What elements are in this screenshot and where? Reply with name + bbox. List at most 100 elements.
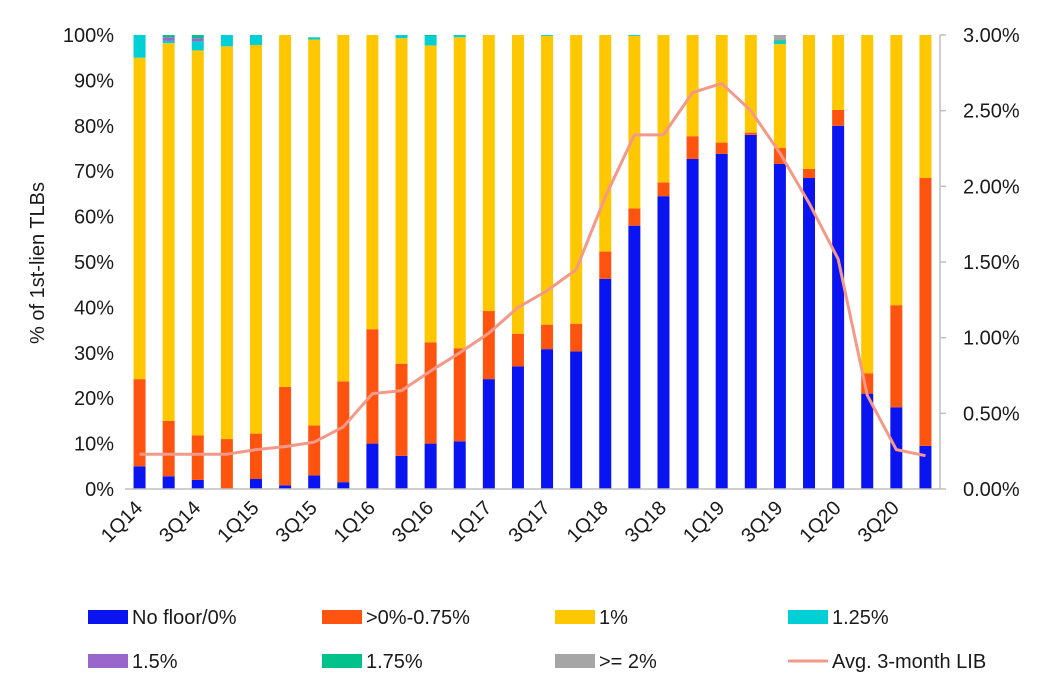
bar-segment-4Q16-s0 [453, 441, 466, 489]
legend-swatch-2 [555, 654, 595, 668]
legend-label-2: >= 2% [599, 651, 657, 673]
bar-segment-1Q14-s0 [133, 466, 146, 489]
legend-swatch-1-25 [788, 610, 828, 624]
y-axis-ticks: 0% 10% 20% 30% 40% 50% 60% 70% 80% 90% 100% [63, 25, 114, 501]
bar-segment-1Q19-s2 [715, 35, 728, 143]
bar-segment-2Q17-s2 [511, 35, 524, 334]
bar-segment-2Q14-s4 [162, 37, 175, 41]
y-tick-label: 20% [74, 388, 114, 410]
bar-segment-2Q15-s0 [279, 485, 292, 489]
bar-segment-1Q14-s3 [133, 35, 146, 58]
bar-segment-2Q17-s0 [511, 366, 524, 489]
x-tick-label: 3Q19 [737, 497, 787, 547]
bar-segment-1Q16-s1 [366, 329, 379, 444]
legend-label-1: 1% [599, 607, 628, 629]
bar-segment-3Q18-s1 [657, 182, 670, 197]
legend-swatch-1-75 [322, 654, 362, 668]
bar-segment-3Q18-s2 [657, 35, 670, 183]
legend: No floor/0% >0%-0.75% 1% 1.25% 1.5% 1.75% >= 2… [88, 607, 986, 673]
bar-segment-1Q14-s1 [133, 379, 146, 467]
bar-segment-3Q16-s2 [424, 45, 437, 343]
bar-segment-3Q14-s3 [191, 41, 204, 51]
bar-segment-3Q14-s1 [191, 435, 204, 480]
legend-label-0-0-75: >0%-0.75% [366, 607, 470, 629]
bar-segment-4Q18-s1 [686, 136, 699, 159]
bar-segment-2Q16-s3 [395, 35, 408, 39]
legend-swatch-0-0-75 [322, 610, 362, 624]
x-axis-ticks: 1Q14 3Q14 1Q15 3Q15 1Q16 3Q16 1Q17 3Q17 1Q18 3Q18… [97, 497, 904, 547]
bar-segment-3Q17-s1 [541, 324, 554, 350]
bar-segment-3Q19-s5 [773, 40, 786, 42]
bar-segment-3Q14-s5 [191, 35, 204, 39]
bar-segment-1Q15-s0 [249, 479, 262, 489]
y-tick-label: 40% [74, 297, 114, 319]
bar-segment-1Q18-s0 [599, 278, 612, 489]
bar-segment-2Q14-s5 [162, 35, 175, 38]
bar-segment-1Q16-s0 [366, 443, 379, 489]
series-line-avg-3-month-lib [139, 81, 926, 458]
legend-swatch-1-5 [88, 654, 128, 668]
bar-segment-3Q14-s2 [191, 50, 204, 436]
bar-segment-1Q20-s1 [832, 109, 845, 126]
y-tick-label: 10% [74, 434, 114, 456]
bar-segment-3Q17-s0 [541, 349, 554, 489]
bar-segment-2Q14-s1 [162, 420, 175, 477]
bars-layer [133, 35, 932, 490]
x-tick-label: 1Q18 [563, 497, 613, 547]
bar-segment-3Q15-s2 [308, 39, 321, 426]
bar-segment-2Q15-s2 [279, 35, 292, 387]
bar-segment-1Q18-s2 [599, 35, 612, 252]
bar-segment-3Q19-s2 [773, 44, 786, 149]
legend-swatch-1 [555, 610, 595, 624]
bar-segment-4Q16-s3 [453, 35, 466, 38]
bar-segment-4Q17-s1 [570, 323, 583, 352]
bar-segment-3Q16-s5 [424, 35, 437, 37]
bar-segment-4Q14-s3 [220, 35, 233, 47]
bar-segment-3Q17-s3 [541, 35, 554, 36]
bar-segment-2Q18-s2 [628, 35, 641, 209]
bar-segment-2Q14-s2 [162, 43, 175, 421]
y2-tick-label: 2.00% [963, 176, 1020, 198]
bar-segment-3Q14-s0 [191, 479, 204, 489]
bar-segment-3Q16-s0 [424, 443, 437, 489]
x-tick-label: 1Q20 [795, 497, 845, 547]
x-tick-label: 1Q16 [330, 497, 380, 547]
bar-segment-1Q15-s2 [249, 44, 262, 434]
y-axis-title: % of 1st-lien TLBs [27, 182, 49, 344]
y2-tick-label: 3.00% [963, 25, 1020, 47]
y-tick-label: 90% [74, 70, 114, 92]
bar-segment-2Q16-s0 [395, 455, 408, 489]
bar-segment-4Q20-s1 [919, 178, 932, 446]
y-tick-label: 70% [74, 161, 114, 183]
bar-segment-1Q20-s0 [832, 125, 845, 490]
bar-segment-2Q15-s1 [279, 386, 292, 486]
x-tick-label: 1Q14 [97, 497, 147, 547]
x-tick-label: 3Q15 [272, 497, 322, 547]
y-tick-label: 50% [74, 252, 114, 274]
y-tick-label: 80% [74, 116, 114, 138]
legend-label-1-5: 1.5% [132, 651, 178, 673]
bar-segment-3Q16-s3 [424, 36, 437, 46]
bar-segment-1Q15-s1 [249, 433, 262, 480]
bar-segment-2Q14-s0 [162, 476, 175, 489]
legend-label-no-floor-0: No floor/0% [132, 607, 237, 629]
bar-segment-2Q14-s3 [162, 40, 175, 44]
y2-tick-label: 1.50% [963, 252, 1020, 274]
x-tick-label: 3Q20 [854, 497, 904, 547]
x-tick-label: 3Q17 [504, 497, 554, 547]
bar-segment-1Q17-s1 [482, 311, 495, 380]
bar-segment-1Q14-s2 [133, 57, 146, 380]
bar-segment-4Q17-s0 [570, 351, 583, 489]
y-tick-label: 100% [63, 25, 114, 47]
bar-segment-3Q19-s3 [773, 41, 786, 45]
bar-segment-1Q19-s1 [715, 142, 728, 154]
bar-segment-1Q20-s2 [832, 35, 845, 110]
y2-tick-label: 0.50% [963, 403, 1020, 425]
bar-segment-2Q20-s2 [861, 35, 874, 374]
y2-tick-label: 0.00% [963, 479, 1020, 501]
bar-segment-4Q20-s0 [919, 445, 932, 489]
bar-segment-3Q17-s2 [541, 35, 554, 325]
y2-tick-label: 2.50% [963, 101, 1020, 123]
bar-segment-4Q19-s1 [803, 168, 816, 179]
